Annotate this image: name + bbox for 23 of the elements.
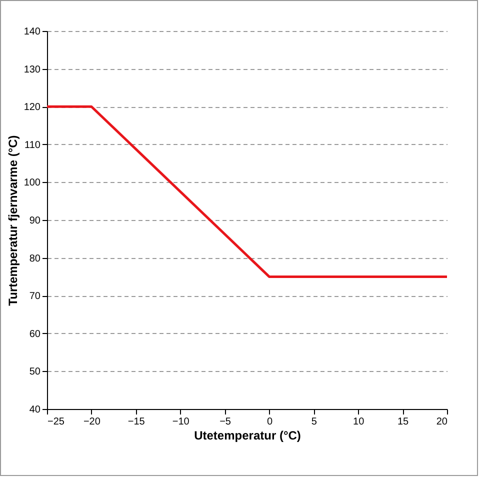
y-tick-label: 120 bbox=[24, 102, 41, 114]
y-tick-label: 140 bbox=[24, 26, 41, 38]
y-tick-label: 80 bbox=[29, 253, 41, 264]
x-tick-label: −5 bbox=[220, 416, 232, 428]
y-tick-label: 70 bbox=[29, 291, 41, 302]
y-tick-label: 60 bbox=[29, 328, 41, 340]
x-tick-label: 10 bbox=[353, 416, 365, 428]
y-tick-label: 130 bbox=[24, 64, 41, 76]
y-tick-label: 50 bbox=[29, 366, 41, 378]
x-tick-label: 5 bbox=[311, 416, 318, 428]
x-axis-title: Utetemperatur (°C) bbox=[194, 428, 301, 442]
y-axis-title: Turtemperatur fjernvarme (°C) bbox=[6, 135, 20, 306]
x-tick-label: 15 bbox=[397, 416, 410, 428]
x-tick-label: −10 bbox=[172, 416, 190, 428]
y-tick-label: 90 bbox=[29, 216, 41, 226]
x-tick-label: 20 bbox=[436, 416, 448, 428]
y-tick-label: 100 bbox=[24, 178, 41, 189]
x-tick-label: 0 bbox=[266, 416, 273, 428]
x-tick-label: −15 bbox=[128, 416, 146, 428]
x-tick-label: −25 bbox=[48, 416, 65, 428]
y-tick-label: 40 bbox=[29, 404, 41, 416]
x-tick-label: −20 bbox=[83, 416, 101, 428]
y-tick-label: 110 bbox=[24, 140, 41, 151]
